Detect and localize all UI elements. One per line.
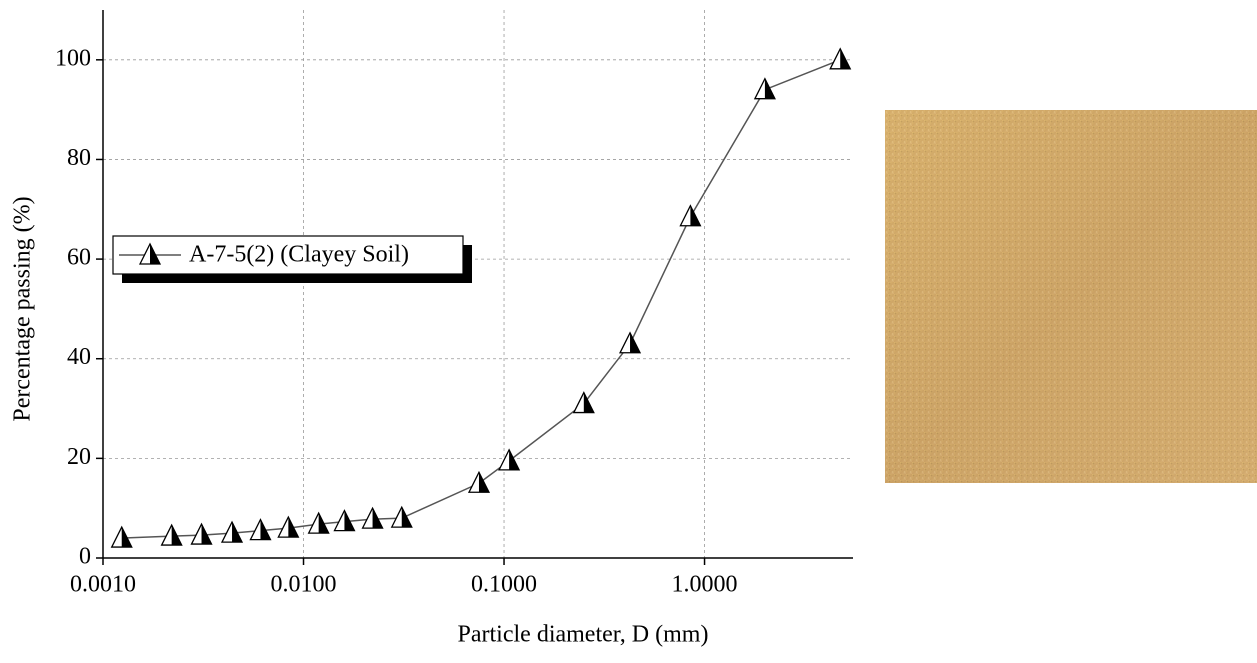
marker-half (288, 517, 299, 538)
data-point (361, 506, 384, 529)
marker-half (344, 510, 355, 531)
data-point (467, 470, 491, 493)
legend-label: A-7-5(2) (Clayey Soil) (189, 242, 409, 268)
marker-half (840, 48, 851, 69)
x-tick-label: 0.0100 (271, 572, 337, 598)
data-point (110, 525, 133, 548)
data-point (618, 331, 642, 354)
y-tick-label: 0 (79, 544, 91, 570)
data-point (390, 505, 413, 528)
data-point (333, 509, 356, 532)
y-tick-label: 20 (67, 444, 91, 470)
marker-half (583, 392, 594, 413)
marker-half (372, 508, 383, 529)
y-axis-title: Percentage passing (%) (10, 196, 36, 421)
data-point (498, 448, 521, 471)
x-tick-label: 1.0000 (672, 572, 738, 598)
data-point (307, 511, 330, 534)
marker-half (121, 527, 132, 548)
legend-marker (138, 242, 162, 265)
data-point (160, 523, 183, 546)
marker-half (509, 449, 520, 470)
marker-half (232, 522, 243, 543)
data-point (190, 522, 213, 545)
marker-half (260, 519, 271, 540)
y-tick-label: 60 (67, 245, 91, 271)
data-point (249, 518, 272, 541)
marker-half (690, 205, 701, 226)
x-tick-label: 0.1000 (471, 572, 537, 598)
y-tick-label: 40 (67, 344, 91, 370)
x-tick-label: 0.0010 (70, 572, 136, 598)
marker-half (171, 525, 182, 546)
x-axis-title: Particle diameter, D (mm) (458, 622, 709, 648)
data-point (753, 77, 776, 100)
y-tick-label: 100 (55, 45, 91, 71)
data-point (829, 47, 852, 70)
data-point (277, 515, 300, 538)
marker-half (201, 524, 212, 545)
y-tick-label: 80 (67, 145, 91, 171)
series-line (121, 59, 841, 539)
marker-half (401, 507, 412, 528)
data-point (220, 520, 244, 543)
marker-half (150, 244, 160, 264)
data-point (572, 391, 595, 414)
marker-half (318, 513, 329, 534)
data-point (679, 204, 702, 227)
marker-half (630, 332, 641, 353)
soil-photo-texture (885, 110, 1257, 483)
marker-half (764, 78, 775, 99)
marker-half (478, 472, 489, 493)
